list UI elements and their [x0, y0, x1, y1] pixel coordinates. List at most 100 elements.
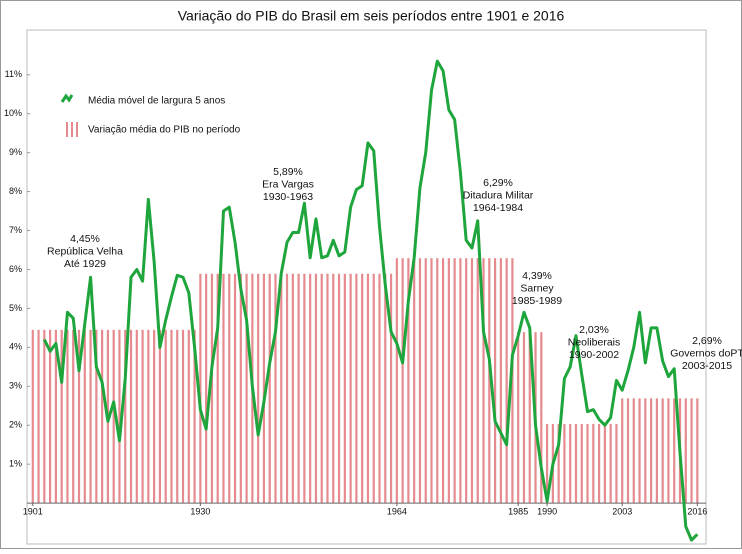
- x-tick-label: 1901: [23, 506, 43, 516]
- stripe: [592, 424, 595, 504]
- period-range: 1990-2002: [569, 349, 619, 361]
- chart-title: Variação do PIB do Brasil em seis períod…: [178, 8, 565, 24]
- period-range: Até 1929: [64, 258, 106, 270]
- stripe: [626, 398, 630, 504]
- period-range: 2003-2015: [682, 360, 732, 372]
- legend-stripe-swatch: [71, 122, 73, 137]
- stripe: [101, 329, 104, 504]
- period-name: Governos doPT: [670, 347, 742, 359]
- stripe: [493, 258, 497, 504]
- period-value-label: 2,03%: [579, 324, 609, 336]
- axes: 1% 2% 3% 4% 5% 6% 7% 8% 9% 10% 11% 1901 1930 1964 1985…: [4, 69, 707, 516]
- stripe: [597, 424, 601, 504]
- stripe: [488, 258, 491, 504]
- stripe: [135, 329, 138, 504]
- x-tick-label: 1985: [508, 506, 528, 516]
- stripe: [447, 258, 450, 504]
- stripe: [511, 258, 514, 504]
- stripe: [222, 273, 225, 504]
- stripe: [153, 329, 156, 504]
- stripe: [291, 273, 294, 504]
- stripe: [661, 398, 664, 504]
- legend-label: Média móvel de largura 5 anos: [88, 96, 225, 107]
- stripe: [129, 329, 133, 504]
- stripe: [395, 258, 398, 504]
- y-tick-label: 4%: [9, 342, 22, 352]
- stripe: [95, 329, 98, 504]
- stripe: [696, 398, 699, 504]
- stripe: [650, 398, 653, 504]
- stripe: [644, 398, 647, 504]
- stripe: [54, 329, 57, 504]
- stripe: [309, 273, 312, 504]
- stripe: [280, 273, 283, 504]
- stripe: [141, 329, 144, 504]
- stripe: [655, 398, 658, 504]
- stripe: [337, 273, 341, 504]
- stripe: [285, 273, 289, 504]
- lines: [42, 59, 699, 542]
- y-tick-label: 9%: [9, 147, 22, 157]
- y-tick-label: 2%: [9, 420, 22, 430]
- stripe: [603, 424, 606, 504]
- stripe: [118, 329, 121, 504]
- stripe: [563, 424, 566, 504]
- stripe: [557, 424, 560, 504]
- stripe: [470, 258, 474, 504]
- stripe: [199, 273, 202, 504]
- legend-stripe-swatch: [76, 122, 78, 137]
- stripe: [609, 424, 612, 504]
- y-tick-label: 7%: [9, 225, 22, 235]
- stripe: [389, 273, 393, 504]
- legend-stripe-swatch: [66, 122, 68, 137]
- stripe: [413, 258, 416, 504]
- period-value-label: 5,89%: [273, 166, 303, 178]
- y-tick-label: 6%: [9, 264, 22, 274]
- y-tick-label: 8%: [9, 186, 22, 196]
- x-tick-label: 1990: [537, 506, 557, 516]
- stripe: [326, 273, 329, 504]
- stripe: [158, 329, 162, 504]
- stripe: [332, 273, 335, 504]
- period-value-label: 2,69%: [692, 335, 722, 347]
- y-tick-label: 5%: [9, 303, 22, 313]
- stripe: [430, 258, 433, 504]
- legend-line-swatch: [60, 93, 74, 103]
- stripe: [424, 258, 427, 504]
- stripe: [257, 273, 260, 504]
- stripe: [632, 398, 635, 504]
- stripe: [320, 273, 323, 504]
- stripe: [574, 424, 578, 504]
- stripe: [262, 273, 266, 504]
- stripe: [361, 273, 364, 504]
- stripe: [690, 398, 693, 504]
- stripe: [187, 329, 190, 504]
- stripe: [580, 424, 583, 504]
- stripe: [482, 258, 485, 504]
- legend: Média móvel de largura 5 anos Variação mé…: [60, 93, 241, 137]
- stripe: [372, 273, 375, 504]
- stripe: [343, 273, 346, 504]
- period-range: 1964-1984: [473, 202, 523, 214]
- stripe: [638, 398, 641, 504]
- stripe: [176, 329, 179, 504]
- stripe: [43, 329, 46, 504]
- stripe: [401, 258, 404, 504]
- stripe: [436, 258, 439, 504]
- stripe: [384, 273, 387, 504]
- period-name: Sarney: [520, 282, 554, 294]
- stripe: [72, 329, 75, 504]
- period-value-label: 4,45%: [70, 233, 100, 245]
- legend-label: Variação média do PIB no período: [88, 125, 241, 136]
- period-name: Ditadura Militar: [463, 189, 534, 201]
- stripe: [181, 329, 185, 504]
- stripe: [586, 424, 589, 504]
- stripe: [407, 258, 410, 504]
- stripe: [31, 329, 34, 504]
- stripe: [459, 258, 462, 504]
- period-name: Neoliberais: [568, 336, 621, 348]
- stripe: [245, 273, 248, 504]
